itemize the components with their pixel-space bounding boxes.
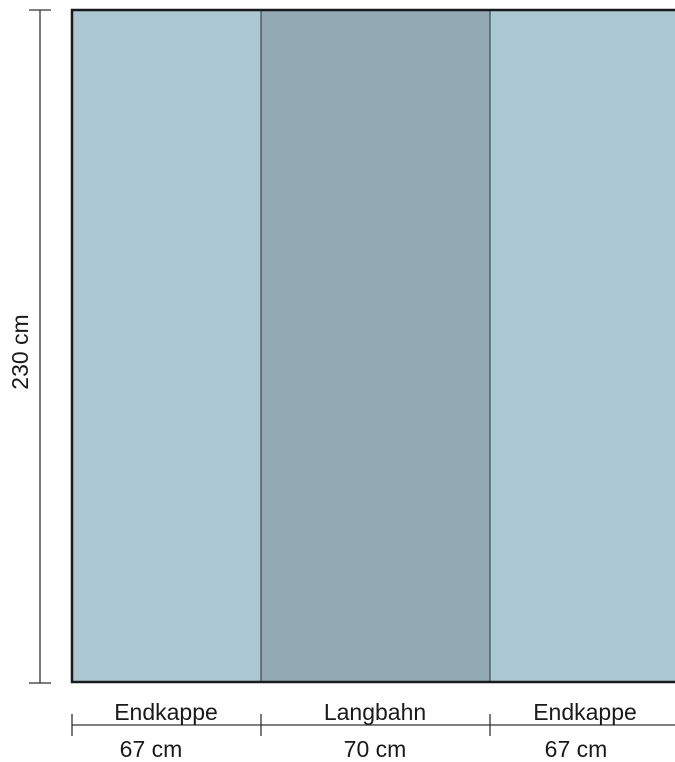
height-dimension: 230 cm [7,9,51,684]
panel-name-label: Endkappe [114,699,218,725]
panel-width-label: 67 cm [545,736,608,762]
panel-langbahn [261,10,490,682]
panel-width-label: 67 cm [120,736,183,762]
width-dimension [71,714,675,736]
panel-width-label: 70 cm [344,736,407,762]
panel-endkappe-left [72,10,261,682]
panel-endkappe-right [490,10,675,682]
panel-name-label: Endkappe [533,699,637,725]
panel-name-label: Langbahn [324,699,426,725]
panel-group [70,8,675,684]
height-label: 230 cm [7,314,33,389]
